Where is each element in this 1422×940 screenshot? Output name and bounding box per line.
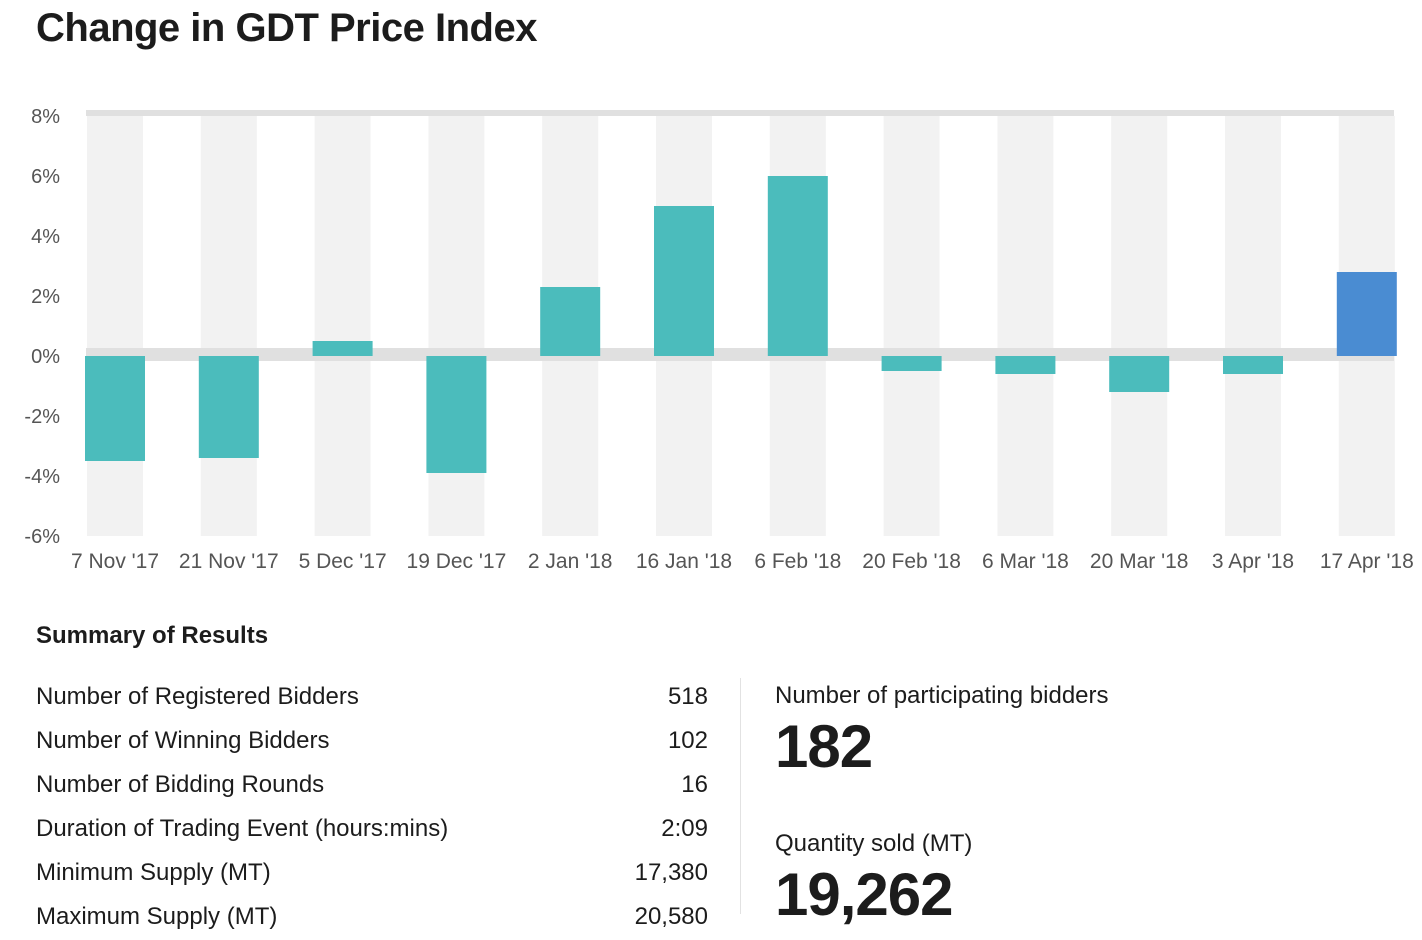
gdt-price-index-chart: 8% 6% 4% 2% 0% -2% -4% -6% 7 Nov '17 21 Nov '17 5… bbox=[24, 106, 1414, 573]
bar-6 bbox=[767, 176, 828, 356]
bar-0 bbox=[85, 356, 145, 461]
y-tick-label: -2% bbox=[24, 406, 60, 428]
bar-9 bbox=[1109, 356, 1170, 392]
bar-1 bbox=[198, 356, 259, 458]
summary-row-label: Duration of Trading Event (hours:mins) bbox=[36, 815, 449, 842]
y-tick-label: 2% bbox=[31, 286, 60, 308]
column-band bbox=[1111, 116, 1168, 536]
summary-row-bidding-rounds: Number of Bidding Rounds 16 bbox=[36, 763, 708, 807]
x-tick-label: 20 Feb '18 bbox=[862, 550, 961, 573]
summary-divider bbox=[740, 678, 741, 914]
summary-row-label: Number of Bidding Rounds bbox=[36, 771, 325, 798]
bar-7 bbox=[881, 356, 942, 371]
chart-bands bbox=[87, 116, 1395, 536]
plot-top-line bbox=[86, 110, 1394, 116]
column-band bbox=[883, 116, 940, 536]
chart-top-border bbox=[86, 110, 1394, 116]
summary-row-value: 16 bbox=[681, 771, 708, 798]
summary-row-value: 102 bbox=[667, 727, 708, 754]
y-axis-ticks: 8% 6% 4% 2% 0% -2% -4% -6% bbox=[24, 106, 60, 548]
y-tick-label: -4% bbox=[24, 466, 60, 488]
column-band bbox=[200, 116, 257, 536]
x-tick-label: 7 Nov '17 bbox=[71, 550, 159, 573]
quantity-sold-label: Quantity sold (MT) bbox=[775, 830, 973, 857]
bar-5 bbox=[654, 206, 714, 356]
y-tick-label: -6% bbox=[24, 526, 60, 548]
x-tick-label: 3 Apr '18 bbox=[1212, 550, 1294, 573]
bar-8 bbox=[995, 356, 1056, 374]
summary-row-label: Maximum Supply (MT) bbox=[36, 903, 278, 930]
bar-3 bbox=[426, 356, 487, 473]
column-band bbox=[1225, 116, 1281, 536]
zero-band bbox=[86, 348, 1394, 361]
summary-row-value: 17,380 bbox=[634, 859, 708, 886]
page-title: Change in GDT Price Index bbox=[36, 6, 537, 50]
y-tick-label: 6% bbox=[31, 166, 60, 188]
x-tick-label: 21 Nov '17 bbox=[179, 550, 279, 573]
x-tick-label: 5 Dec '17 bbox=[299, 550, 387, 573]
x-axis-ticks: 7 Nov '17 21 Nov '17 5 Dec '17 19 Dec '17 2 … bbox=[71, 550, 1414, 573]
column-band bbox=[997, 116, 1054, 536]
summary-row-value: 20,580 bbox=[634, 903, 708, 930]
summary-row-maximum-supply: Maximum Supply (MT) 20,580 bbox=[36, 895, 708, 939]
x-tick-label: 20 Mar '18 bbox=[1090, 550, 1189, 573]
bar-11 bbox=[1336, 272, 1397, 356]
participating-bidders-value: 182 bbox=[775, 713, 873, 780]
summary-row-label: Minimum Supply (MT) bbox=[36, 859, 271, 886]
x-tick-label: 6 Mar '18 bbox=[982, 550, 1069, 573]
summary-row-registered-bidders: Number of Registered Bidders 518 bbox=[36, 675, 708, 719]
summary-row-value: 2:09 bbox=[661, 815, 708, 842]
summary-row-duration: Duration of Trading Event (hours:mins) 2… bbox=[36, 807, 708, 851]
bar-4 bbox=[540, 287, 601, 356]
column-band bbox=[314, 116, 371, 536]
zero-line bbox=[86, 348, 1394, 361]
participating-bidders-label: Number of participating bidders bbox=[775, 682, 1109, 709]
bar-10 bbox=[1223, 356, 1283, 374]
bar-2 bbox=[312, 341, 373, 356]
y-tick-label: 4% bbox=[31, 226, 60, 248]
chart-bars bbox=[85, 176, 1397, 473]
summary-title: Summary of Results bbox=[36, 622, 269, 649]
quantity-sold-value: 19,262 bbox=[775, 861, 954, 928]
x-tick-label: 6 Feb '18 bbox=[754, 550, 841, 573]
y-tick-label: 8% bbox=[31, 106, 60, 128]
summary-row-label: Number of Winning Bidders bbox=[36, 727, 330, 754]
y-tick-label: 0% bbox=[31, 346, 60, 368]
summary-row-label: Number of Registered Bidders bbox=[36, 683, 359, 710]
column-band bbox=[87, 116, 143, 536]
summary-row-winning-bidders: Number of Winning Bidders 102 bbox=[36, 719, 708, 763]
summary-row-value: 518 bbox=[667, 683, 708, 710]
x-tick-label: 17 Apr '18 bbox=[1320, 550, 1414, 573]
x-tick-label: 19 Dec '17 bbox=[407, 550, 507, 573]
x-tick-label: 16 Jan '18 bbox=[636, 550, 732, 573]
x-tick-label: 2 Jan '18 bbox=[528, 550, 613, 573]
summary-row-minimum-supply: Minimum Supply (MT) 17,380 bbox=[36, 851, 708, 895]
summary-table: Number of Registered Bidders 518 Number … bbox=[36, 675, 708, 939]
